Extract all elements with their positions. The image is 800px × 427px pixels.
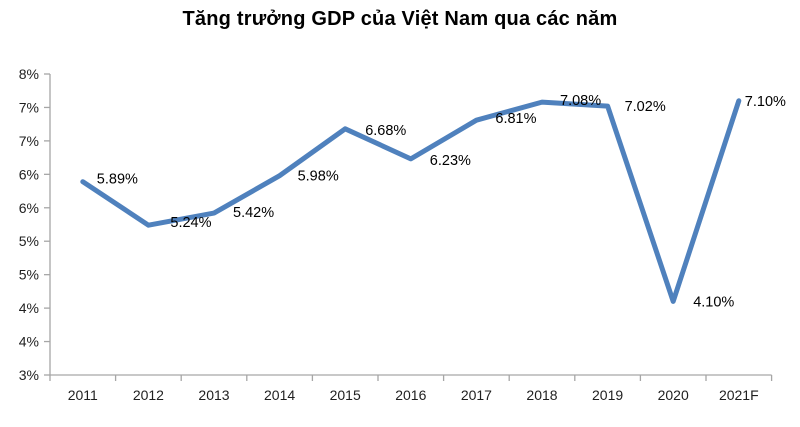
data-label: 5.89%: [97, 172, 138, 188]
data-label: 4.10%: [693, 294, 734, 310]
data-label: 6.81%: [495, 111, 536, 127]
x-tick-label: 2019: [592, 387, 623, 403]
data-label: 7.02%: [625, 99, 666, 115]
y-tick-label: 4%: [19, 334, 39, 350]
y-tick-label: 5%: [19, 233, 39, 249]
x-tick-label: 2011: [68, 387, 98, 403]
gdp-line-series: [80, 98, 742, 304]
data-label: 7.08%: [560, 93, 601, 109]
y-tick-label: 8%: [19, 66, 39, 82]
chart-title: Tăng trưởng GDP của Việt Nam qua các năm: [182, 8, 618, 30]
y-tick-label: 3%: [19, 367, 39, 383]
x-tick-label: 2020: [658, 387, 689, 403]
y-tick-label: 5%: [19, 267, 39, 283]
data-label: 6.23%: [430, 153, 471, 169]
x-tick-label: 2017: [461, 387, 492, 403]
y-tick-label: 6%: [19, 166, 39, 182]
data-label: 5.24%: [170, 215, 211, 231]
x-tick-label: 2016: [395, 387, 426, 403]
x-tick-label: 2012: [133, 387, 164, 403]
x-tick-label: 2014: [264, 387, 295, 403]
y-tick-label: 7%: [19, 99, 39, 115]
data-label: 5.98%: [298, 169, 339, 185]
data-label: 7.10%: [745, 94, 786, 110]
y-tick-label: 7%: [19, 133, 39, 149]
x-tick-label: 2013: [198, 387, 229, 403]
x-tick-label: 2021F: [719, 387, 759, 403]
data-label: 6.68%: [365, 123, 406, 139]
y-tick-label: 6%: [19, 200, 39, 216]
x-tick-label: 2015: [330, 387, 361, 403]
data-label: 5.42%: [233, 205, 274, 221]
y-tick-label: 4%: [19, 300, 39, 316]
x-tick-label: 2018: [526, 387, 557, 403]
